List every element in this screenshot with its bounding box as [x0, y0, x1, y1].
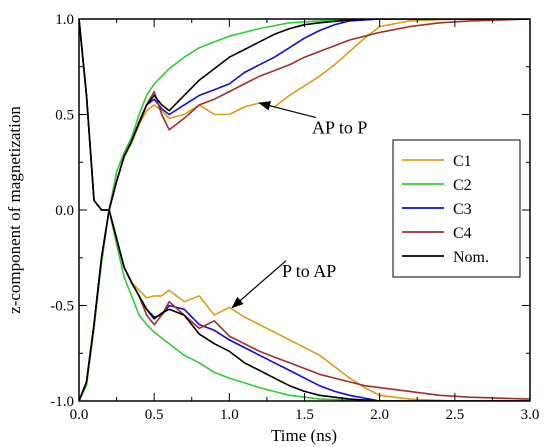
- x-tick-label: 0.5: [145, 407, 164, 423]
- x-tick-label: 2.5: [445, 407, 464, 423]
- ticks-layer: [78, 18, 531, 402]
- legend-label: C4: [453, 225, 472, 242]
- y-axis-title: z-component of magnetization: [5, 106, 24, 314]
- annotation-arrow: [231, 260, 287, 309]
- y-tick-label: 0.0: [55, 203, 74, 219]
- y-tick-label: 1.0: [55, 12, 74, 28]
- legend-label: C1: [453, 153, 472, 170]
- y-tick-label: -0.5: [50, 299, 74, 315]
- x-tick-label: 0.0: [70, 407, 89, 423]
- x-axis-title: Time (ns): [271, 426, 337, 445]
- x-tick-label: 2.0: [370, 407, 389, 423]
- x-tick-label: 1.0: [220, 407, 239, 423]
- y-tick-label: -1.0: [50, 394, 74, 410]
- legend: C1 C2 C3 C4 Nom.: [392, 139, 521, 278]
- tick-labels-layer: 0.0 0.5 1.0 1.5 2.0 2.5 3.0 1.0 0.5 0.0 -0.5 -1.0: [50, 12, 539, 423]
- x-tick-label: 1.5: [295, 407, 314, 423]
- legend-label: C3: [453, 201, 472, 218]
- annotation-label: P to AP: [282, 261, 336, 281]
- series-layer: [79, 19, 530, 401]
- series-nom-p-to-ap: [79, 19, 530, 401]
- annotations-layer: AP to P P to AP: [231, 101, 367, 309]
- y-tick-label: 0.5: [55, 108, 74, 124]
- legend-label: C2: [453, 177, 472, 194]
- annotation-label: AP to P: [312, 118, 367, 138]
- series-nom-ap-to-p: [79, 19, 530, 401]
- legend-label: Nom.: [453, 249, 489, 266]
- annotation-arrow: [258, 101, 317, 119]
- x-tick-label: 3.0: [521, 407, 540, 423]
